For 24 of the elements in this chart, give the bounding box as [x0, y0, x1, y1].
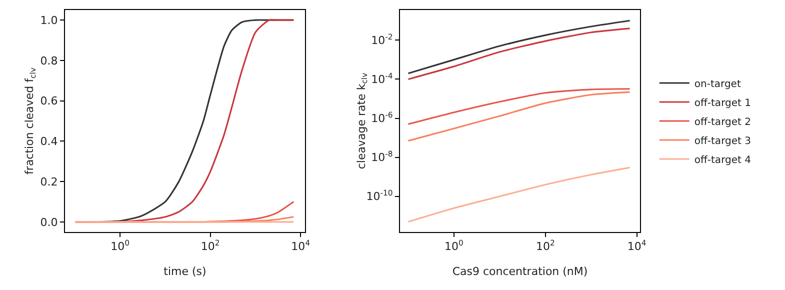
x-axis-title: Cas9 concentration (nM) [452, 265, 588, 278]
y-tick-label: 1.0 [40, 14, 58, 27]
x-tick-label: 10$^{0}$ [444, 238, 464, 254]
x-tick-label: 10$^{4}$ [291, 238, 310, 254]
x-tick-label: 10$^{2}$ [200, 238, 220, 254]
y-tick-label: 10$^{-2}$ [371, 32, 393, 47]
legend-label: off-target 4 [694, 154, 751, 166]
x-tick-label: 10$^{2}$ [536, 238, 555, 254]
y-tick-label: 10$^{-4}$ [371, 71, 393, 86]
y-tick-label: 10$^{-10}$ [366, 188, 393, 204]
legend-label: on-target [694, 78, 741, 90]
y-tick-label: 0.0 [40, 216, 58, 229]
legend-label: off-target 2 [694, 116, 751, 128]
y-tick-label: 0.2 [40, 175, 58, 188]
y-tick-label: 0.8 [40, 54, 58, 68]
x-tick-label: 10$^{0}$ [110, 238, 130, 254]
y-tick-label: 0.6 [40, 94, 58, 108]
legend-label: off-target 3 [694, 136, 751, 147]
x-tick-label: 10$^{4}$ [627, 238, 646, 254]
y-tick-label: 10$^{-8}$ [371, 150, 393, 164]
y-tick-label: 10$^{-6}$ [371, 110, 393, 126]
legend-label: off-target 1 [694, 98, 751, 109]
x-axis-title: time (s) [164, 265, 206, 278]
y-tick-label: 0.4 [40, 135, 58, 148]
